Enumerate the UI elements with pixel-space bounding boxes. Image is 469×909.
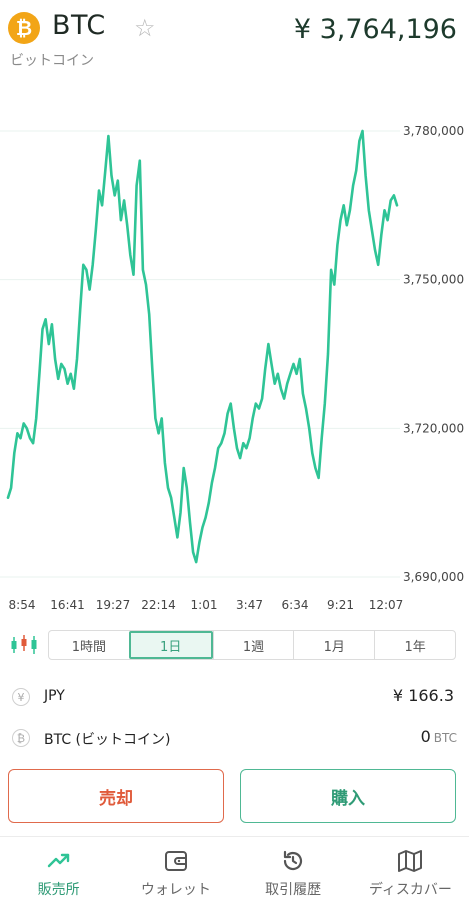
tab-1-year[interactable]: 1年: [374, 631, 455, 659]
x-tick-label: 12:07: [369, 598, 404, 612]
x-tick-label: 3:47: [236, 598, 263, 612]
x-tick-label: 16:41: [50, 598, 85, 612]
bottom-navigation: 販売所 ウォレット 取引履歴 ディスカバー: [0, 836, 469, 909]
x-tick-label: 22:14: [141, 598, 176, 612]
bitcoin-icon: ₿: [12, 729, 30, 747]
nav-item-wallet[interactable]: ウォレット: [117, 837, 234, 909]
price-chart-svg: 3,780,000 3,750,000 3,720,000 3,690,000 8:54…: [0, 124, 464, 612]
y-tick-label: 3,750,000: [403, 273, 464, 287]
nav-item-exchange[interactable]: 販売所: [0, 837, 117, 909]
x-tick-label: 8:54: [9, 598, 36, 612]
range-selector: 1時間 1日 1週 1月 1年: [0, 628, 469, 664]
x-tick-label: 1:01: [191, 598, 218, 612]
asset-value: ¥ 166.3: [392, 686, 454, 705]
y-tick-label: 3,720,000: [403, 421, 464, 435]
candlestick-icon[interactable]: [10, 633, 38, 657]
nav-label: 販売所: [37, 882, 80, 898]
y-tick-label: 3,780,000: [403, 124, 464, 138]
current-price: ¥ 3,764,196: [293, 14, 457, 45]
x-tick-label: 9:21: [327, 598, 354, 612]
sell-button[interactable]: 売却: [8, 769, 224, 823]
header: ₿ BTC ☆ ¥ 3,764,196 ビットコイン: [0, 0, 469, 80]
price-line: [6, 129, 399, 564]
asset-row-jpy: ¥ JPY ¥ 166.3: [0, 680, 469, 716]
asset-value: 0 BTC: [420, 727, 457, 746]
asset-row-btc: ₿ BTC (ビットコイン) 0 BTC: [0, 721, 469, 757]
tab-1-day[interactable]: 1日: [128, 631, 213, 659]
y-tick-label: 3,690,000: [403, 570, 464, 584]
x-tick-label: 19:27: [96, 598, 131, 612]
tab-1-week[interactable]: 1週: [212, 631, 294, 659]
wallet-icon: [164, 851, 187, 871]
nav-item-discover[interactable]: ディスカバー: [352, 837, 469, 909]
asset-label: JPY: [44, 688, 65, 704]
price-chart[interactable]: 3,780,000 3,750,000 3,720,000 3,690,000 8:54…: [0, 110, 469, 620]
nav-label: ウォレット: [140, 882, 211, 898]
tab-1-hour[interactable]: 1時間: [71, 639, 107, 655]
asset-label: BTC (ビットコイン): [44, 732, 171, 748]
nav-label: ディスカバー: [368, 882, 452, 898]
coin-name: ビットコイン: [10, 53, 94, 69]
x-tick-label: 6:34: [282, 598, 309, 612]
map-icon: [398, 850, 423, 872]
favorite-star-icon[interactable]: ☆: [134, 14, 156, 42]
history-icon: [284, 850, 303, 871]
buy-button[interactable]: 購入: [240, 769, 456, 823]
nav-label: 取引履歴: [265, 882, 322, 898]
trend-up-icon: [47, 853, 69, 868]
bitcoin-logo-icon: ₿: [8, 12, 40, 44]
tab-1-month[interactable]: 1月: [293, 631, 374, 659]
range-tabs: 1時間 1日 1週 1月 1年: [48, 630, 456, 660]
ticker-symbol: BTC: [52, 10, 106, 41]
yen-icon: ¥: [12, 688, 30, 706]
nav-item-history[interactable]: 取引履歴: [235, 837, 352, 909]
